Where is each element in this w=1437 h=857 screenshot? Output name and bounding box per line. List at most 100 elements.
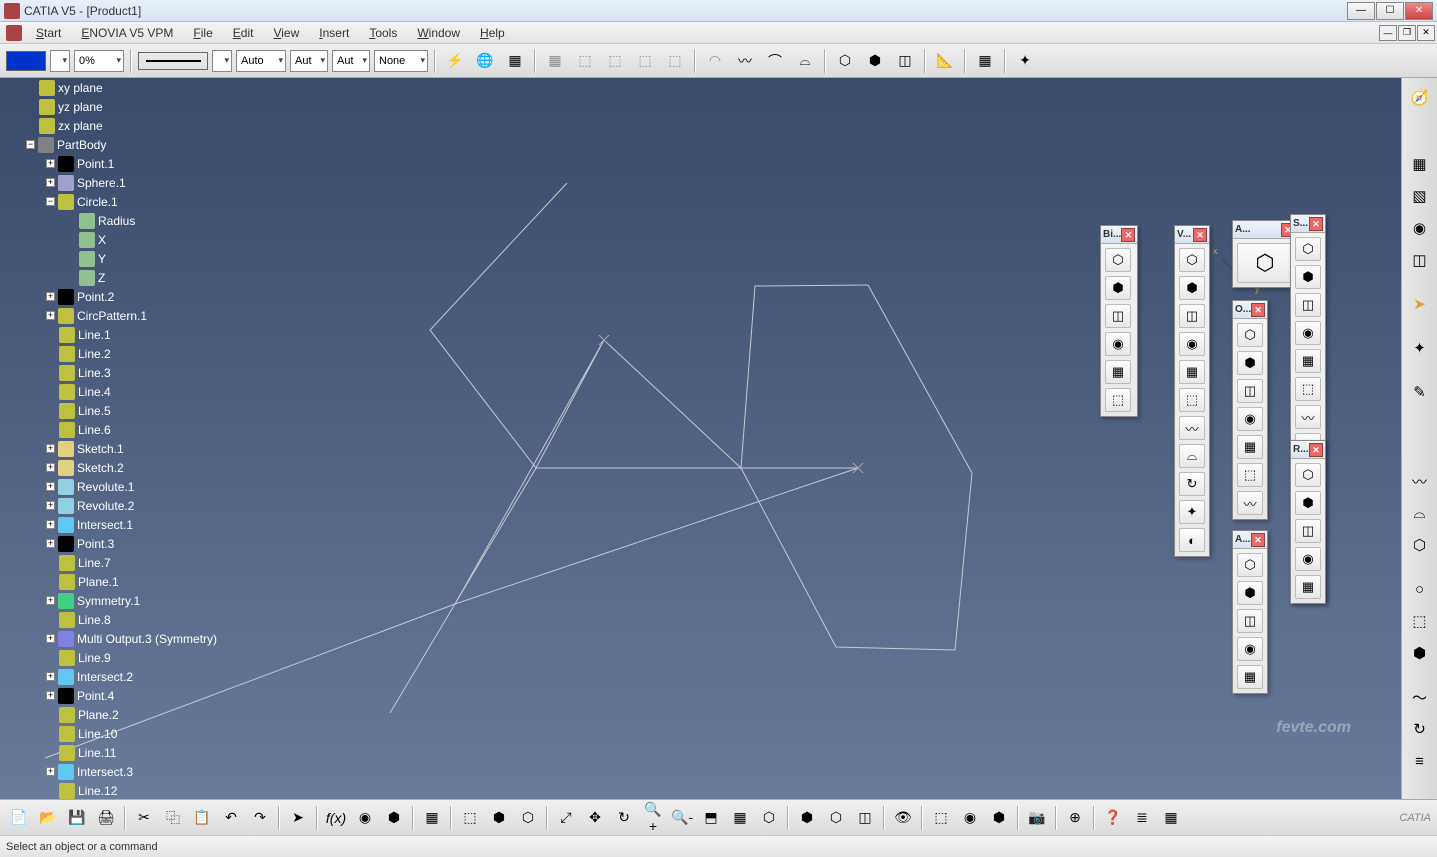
expand-icon[interactable]: + <box>46 178 55 187</box>
tree-node[interactable]: X <box>6 230 236 249</box>
palette-tool-button[interactable]: ✦ <box>1179 500 1205 524</box>
expand-icon[interactable]: + <box>46 444 55 453</box>
palette-tool-button[interactable]: ◉ <box>1105 332 1131 356</box>
palette-close-icon[interactable]: ✕ <box>1309 217 1323 231</box>
tree-node[interactable]: Line.12 <box>6 781 236 799</box>
tool-icon[interactable]: ⬚ <box>662 48 688 74</box>
minimize-button[interactable]: — <box>1347 2 1375 20</box>
palette-tool-button[interactable]: ⬢ <box>1295 491 1321 515</box>
rtool-icon[interactable]: ⬡ <box>1406 531 1434 559</box>
tree-node[interactable]: Line.11 <box>6 743 236 762</box>
tool-icon[interactable]: ▦ <box>1158 805 1184 831</box>
tree-node[interactable]: Line.10 <box>6 724 236 743</box>
linetype-dropdown[interactable] <box>212 50 232 72</box>
tool-icon[interactable]: ▦ <box>542 48 568 74</box>
tree-node[interactable]: +Intersect.2 <box>6 667 236 686</box>
rtool-icon[interactable]: ⌓ <box>1406 499 1434 527</box>
palette-tool-button[interactable]: ◉ <box>1179 332 1205 356</box>
palette-tool-button[interactable]: ⬡ <box>1105 248 1131 272</box>
tool-icon[interactable]: ◠ <box>702 48 728 74</box>
menu-view[interactable]: View <box>263 24 309 42</box>
tree-node[interactable]: Line.2 <box>6 344 236 363</box>
flash-icon[interactable]: ⚡ <box>442 48 468 74</box>
grid-icon[interactable]: ▦ <box>972 48 998 74</box>
expand-icon[interactable]: + <box>46 463 55 472</box>
help-icon[interactable]: ❓ <box>1100 805 1126 831</box>
rtool-icon[interactable]: ◉ <box>1406 214 1434 242</box>
palette-title[interactable]: R...✕ <box>1291 441 1325 459</box>
expand-icon[interactable]: + <box>46 672 55 681</box>
palette-title[interactable]: A...✕ <box>1233 221 1297 239</box>
palette-tool-button[interactable]: ⬚ <box>1179 388 1205 412</box>
tree-node[interactable]: Line.8 <box>6 610 236 629</box>
palette-tool-button[interactable]: ◉ <box>1295 321 1321 345</box>
palette-title[interactable]: O...✕ <box>1233 301 1267 319</box>
auto1-combo[interactable]: Auto <box>236 50 286 72</box>
tree-node[interactable]: zx plane <box>6 116 236 135</box>
tool-icon[interactable]: ⬚ <box>632 48 658 74</box>
palette-o[interactable]: O...✕⬡⬢◫◉▦⬚〰 <box>1232 300 1268 520</box>
tree-node[interactable]: −PartBody <box>6 135 236 154</box>
menu-insert[interactable]: Insert <box>309 24 359 42</box>
palette-tool-button[interactable]: ▦ <box>1237 435 1263 459</box>
tool-icon[interactable]: ⬚ <box>572 48 598 74</box>
tree-icon[interactable]: ≣ <box>1129 805 1155 831</box>
palette-title[interactable]: V...✕ <box>1175 226 1209 244</box>
arc2-icon[interactable]: ⌓ <box>792 48 818 74</box>
open-icon[interactable]: 📂 <box>35 805 61 831</box>
tree-node[interactable]: Radius <box>6 211 236 230</box>
expand-icon[interactable]: + <box>46 159 55 168</box>
tree-node[interactable]: +Symmetry.1 <box>6 591 236 610</box>
rtool-icon[interactable]: ▦ <box>1406 150 1434 178</box>
paste-icon[interactable]: 📋 <box>189 805 215 831</box>
rtool-icon[interactable]: ≡ <box>1406 747 1434 775</box>
globe-icon[interactable]: 🌐 <box>472 48 498 74</box>
hide-icon[interactable]: 👁 <box>890 805 916 831</box>
maximize-button[interactable]: ☐ <box>1376 2 1404 20</box>
palette-tool-button[interactable]: ⬢ <box>1237 581 1263 605</box>
palette-tool-button[interactable]: ◫ <box>1179 304 1205 328</box>
tree-node[interactable]: +Point.1 <box>6 154 236 173</box>
formula-icon[interactable]: f(x) <box>323 805 349 831</box>
palette-tool-button[interactable]: ⬚ <box>1295 377 1321 401</box>
expand-icon[interactable]: + <box>46 634 55 643</box>
volume-icon[interactable]: ▦ <box>502 48 528 74</box>
palette-title[interactable]: Bi...✕ <box>1101 226 1137 244</box>
mdi-close-button[interactable]: ✕ <box>1417 25 1435 41</box>
rtool-icon[interactable]: ✦ <box>1406 334 1434 362</box>
linetype-swatch[interactable] <box>138 52 208 70</box>
tree-node[interactable]: +Sphere.1 <box>6 173 236 192</box>
expand-icon[interactable]: + <box>46 482 55 491</box>
auto3-combo[interactable]: Aut <box>332 50 370 72</box>
sketch-icon[interactable]: ✎ <box>1406 378 1434 406</box>
mdi-restore-button[interactable]: ❐ <box>1398 25 1416 41</box>
palette-a2[interactable]: A...✕⬡⬢◫◉▦ <box>1232 530 1268 694</box>
menu-window[interactable]: Window <box>407 24 470 42</box>
opacity-combo[interactable]: 0% <box>74 50 124 72</box>
menu-file[interactable]: File <box>183 24 222 42</box>
specification-tree[interactable]: xy planeyz planezx plane−PartBody+Point.… <box>6 78 236 799</box>
rtool-icon[interactable]: ◫ <box>1406 246 1434 274</box>
measure-icon[interactable]: 📐 <box>932 48 958 74</box>
palette-tool-button[interactable]: ⬡ <box>1295 237 1321 261</box>
none-combo[interactable]: None <box>374 50 428 72</box>
multi-view-icon[interactable]: ▦ <box>727 805 753 831</box>
cube2-icon[interactable]: ⬢ <box>862 48 888 74</box>
palette-close-icon[interactable]: ✕ <box>1251 533 1265 547</box>
palette-tool-button[interactable]: ◫ <box>1295 519 1321 543</box>
palette-close-icon[interactable]: ✕ <box>1121 228 1135 242</box>
mdi-minimize-button[interactable]: — <box>1379 25 1397 41</box>
palette-title[interactable]: A...✕ <box>1233 531 1267 549</box>
normal-view-icon[interactable]: ⬒ <box>698 805 724 831</box>
palette-tool-button[interactable]: ▦ <box>1295 575 1321 599</box>
zoom-in-icon[interactable]: 🔍+ <box>640 805 666 831</box>
palette-tool-button[interactable]: 〰 <box>1179 416 1205 440</box>
palette-tool-button[interactable]: ◫ <box>1237 379 1263 403</box>
tool-icon[interactable]: ⬚ <box>602 48 628 74</box>
tree-node[interactable]: +Sketch.2 <box>6 458 236 477</box>
tree-node[interactable]: Line.1 <box>6 325 236 344</box>
palette-v[interactable]: V...✕⬡⬢◫◉▦⬚〰⌓↻✦◐ <box>1174 225 1210 557</box>
palette-tool-button[interactable]: ◐ <box>1179 528 1205 552</box>
palette-bi[interactable]: Bi...✕⬡⬢◫◉▦⬚ <box>1100 225 1138 417</box>
tool-icon[interactable]: ⬢ <box>486 805 512 831</box>
